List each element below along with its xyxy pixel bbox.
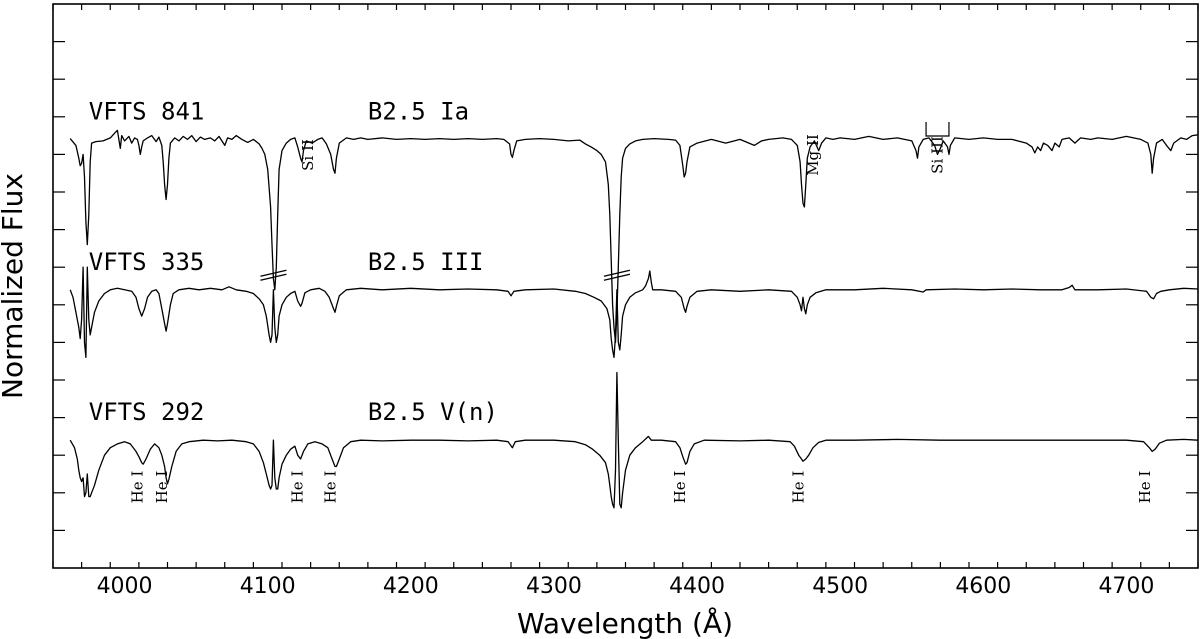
plot-frame xyxy=(52,3,1199,569)
x-tick-label: 4200 xyxy=(383,574,439,599)
line-id-label: He I xyxy=(128,471,146,504)
x-tick-label: 4400 xyxy=(669,574,725,599)
axis-break-mark xyxy=(603,269,631,277)
axis-ticks: 4000 4100 4200 4300 4400 4500 4600 4700 xyxy=(52,4,1199,599)
axis-break-mark xyxy=(260,273,287,281)
spectra-series xyxy=(69,129,1199,509)
x-tick-label: 4500 xyxy=(812,574,868,599)
line-id-label: He I xyxy=(790,471,808,504)
axis-break-mark xyxy=(603,273,631,281)
line-id-label: He I xyxy=(671,471,689,504)
x-tick-label: 4300 xyxy=(526,574,582,599)
x-tick-label: 4700 xyxy=(1098,574,1154,599)
spectral-type-label: B2.5 Ia xyxy=(368,97,469,125)
line-id-label: He I xyxy=(322,471,340,504)
star-labels: VFTS 841 B2.5 Ia VFTS 335 B2.5 III VFTS 292 B… xyxy=(89,97,498,426)
spectral-type-label: B2.5 III xyxy=(368,248,484,276)
si-iii-bracket xyxy=(925,122,950,137)
star-name-label: VFTS 841 xyxy=(89,97,205,125)
line-id-label: Mg II xyxy=(804,134,822,176)
x-tick-label: 4100 xyxy=(240,574,296,599)
star-name-label: VFTS 335 xyxy=(89,248,205,276)
line-id-label: He I xyxy=(289,471,307,504)
x-axis-title: Wavelength (Å) xyxy=(517,606,733,639)
y-axis-title: Normalized Flux xyxy=(0,173,29,399)
spectrum-line xyxy=(69,129,1199,344)
star-name-label: VFTS 292 xyxy=(89,398,205,426)
line-id-label: Si II xyxy=(299,139,317,171)
spectrum-line xyxy=(69,371,1199,509)
x-tick-label: 4600 xyxy=(955,574,1011,599)
x-tick-label: 4000 xyxy=(97,574,153,599)
line-id-label: Si III xyxy=(929,136,947,174)
line-identifications: He I He I He I He I He I He I He I Si II Mg II Si… xyxy=(128,122,1154,503)
axis-break-mark xyxy=(260,269,287,277)
line-id-label: He I xyxy=(153,471,171,504)
spectral-type-label: B2.5 V(n) xyxy=(368,398,498,426)
line-id-label: He I xyxy=(1136,471,1154,504)
spectrum-line xyxy=(69,266,1199,359)
